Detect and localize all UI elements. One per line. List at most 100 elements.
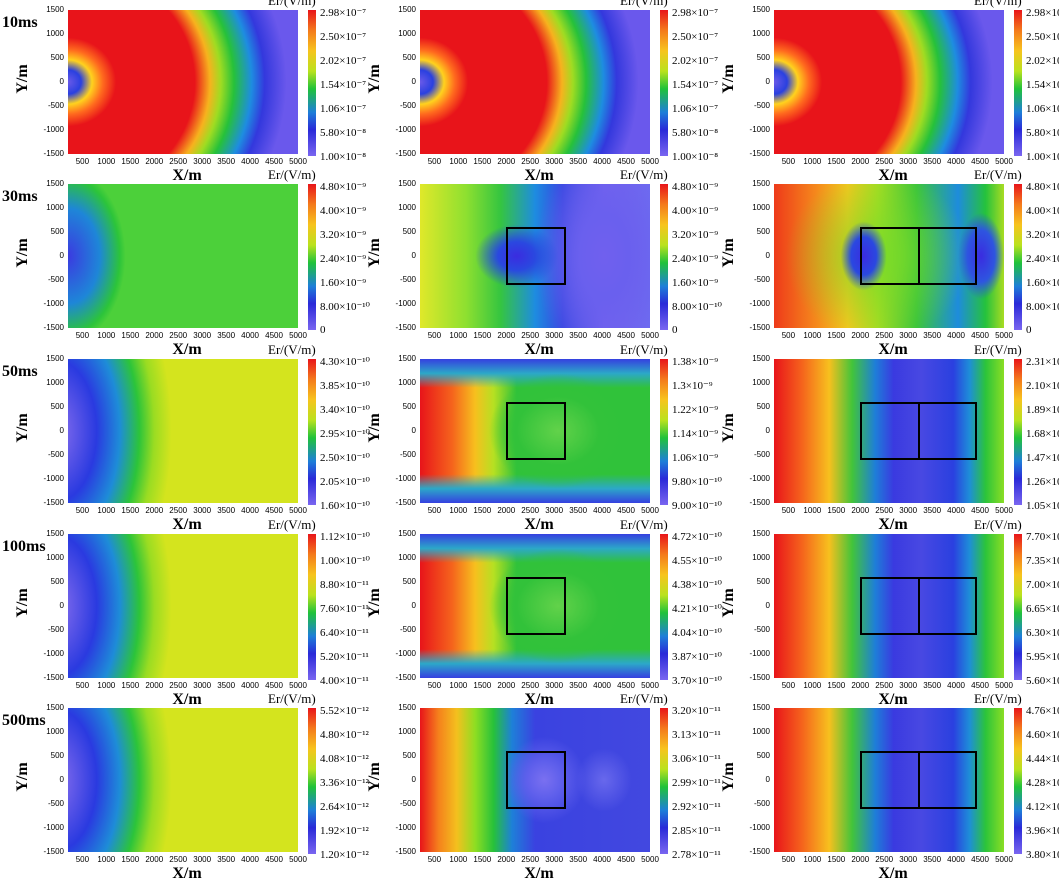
y-tick-label: 1000 xyxy=(752,29,770,38)
colorbar-tick-label: 3.20×10⁻⁹ xyxy=(1026,229,1059,241)
x-tick-label: 2000 xyxy=(497,331,516,340)
y-axis-label: Y/m xyxy=(14,238,31,268)
x-tick-label: 1000 xyxy=(803,855,822,864)
x-tick-label: 1500 xyxy=(827,506,846,515)
contour-panel: 1500 1000 500 0 -500 -1000 -1500 500 1000 1500 200… xyxy=(706,342,1059,533)
contour-map xyxy=(774,534,1004,678)
colorbar-tick-label: 4.44×10⁻¹¹ xyxy=(1026,753,1059,765)
y-tick-label: -1500 xyxy=(749,673,770,682)
x-tick-label: 4000 xyxy=(593,157,611,166)
contour-map xyxy=(774,10,1004,154)
anomaly-box xyxy=(917,402,978,460)
contour-panel: 1500 1000 500 0 -500 -1000 -1500 500 1000 1500 200… xyxy=(352,517,722,708)
y-tick-label: -1000 xyxy=(43,125,64,134)
y-tick-label: 1500 xyxy=(752,179,770,188)
colorbar-tick-label: 1.89×10⁻⁹ xyxy=(1026,404,1059,416)
colorbar-tick-label: 2.40×10⁻⁹ xyxy=(672,253,719,265)
colorbar-tick-label: 2.50×10⁻⁷ xyxy=(320,31,367,43)
x-tick-label: 1500 xyxy=(121,157,140,166)
x-tick-label: 4000 xyxy=(947,331,965,340)
x-tick-label: 4000 xyxy=(947,681,965,690)
colorbar-tick-label: 1.60×10⁻⁹ xyxy=(320,277,367,289)
colorbar-tick-label: 1.60×10⁻⁹ xyxy=(672,277,719,289)
y-tick-label: 0 xyxy=(59,601,64,610)
x-tick-label: 500 xyxy=(427,681,442,690)
anomaly-box xyxy=(860,402,920,460)
x-tick-label: 1500 xyxy=(473,157,492,166)
y-tick-label: 1500 xyxy=(398,179,416,188)
colorbar xyxy=(1014,708,1022,854)
y-tick-label: -500 xyxy=(753,799,770,808)
x-tick-label: 4500 xyxy=(265,331,283,340)
y-tick-label: -1500 xyxy=(749,323,770,332)
y-tick-label: -500 xyxy=(47,450,64,459)
x-tick-label: 1000 xyxy=(449,331,468,340)
y-tick-label: 1000 xyxy=(752,203,770,212)
x-tick-label: 2500 xyxy=(521,855,540,864)
y-tick-label: -500 xyxy=(47,625,64,634)
colorbar-tick-label: 5.20×10⁻¹¹ xyxy=(320,651,369,663)
x-tick-label: 3000 xyxy=(545,506,564,515)
colorbar-tick-label: 4.00×10⁻⁹ xyxy=(320,205,367,217)
x-tick-label: 2500 xyxy=(875,506,894,515)
x-tick-label: 3000 xyxy=(545,157,564,166)
y-tick-label: -1500 xyxy=(395,673,416,682)
x-tick-label: 5000 xyxy=(289,157,307,166)
colorbar-tick-label: 5.52×10⁻¹² xyxy=(320,705,369,717)
y-tick-label: 0 xyxy=(59,775,64,784)
contour-panel: 1500 1000 500 0 -500 -1000 -1500 500 1000 1500 200… xyxy=(352,342,722,533)
x-tick-label: 1500 xyxy=(473,681,492,690)
colorbar xyxy=(660,184,668,330)
x-tick-label: 4000 xyxy=(947,855,965,864)
x-tick-label: 5000 xyxy=(641,157,659,166)
x-tick-label: 4000 xyxy=(241,855,259,864)
colorbar-tick-label: 5.95×10⁻¹⁰ xyxy=(1026,651,1059,663)
colorbar-tick-label: 4.60×10⁻¹¹ xyxy=(1026,729,1059,741)
colorbar-title: Er/(V/m) xyxy=(268,691,316,706)
y-tick-label: 1000 xyxy=(46,29,64,38)
x-tick-label: 1500 xyxy=(473,855,492,864)
y-axis-label: Y/m xyxy=(366,238,383,268)
anomaly-box xyxy=(506,402,566,460)
x-tick-label: 3500 xyxy=(569,506,588,515)
colorbar-tick-label: 1.92×10⁻¹² xyxy=(320,825,369,837)
colorbar-tick-label: 7.60×10⁻¹¹ xyxy=(320,603,369,615)
x-tick-label: 4000 xyxy=(241,681,259,690)
x-tick-label: 4500 xyxy=(617,331,635,340)
contour-panel: 1500 1000 500 0 -500 -1000 -1500 500 1000 1500 200… xyxy=(0,0,366,184)
y-tick-label: 1000 xyxy=(752,727,770,736)
y-tick-label: 0 xyxy=(765,77,770,86)
colorbar xyxy=(308,184,316,330)
x-axis-label: X/m xyxy=(878,691,908,708)
x-tick-label: 500 xyxy=(427,506,442,515)
y-tick-label: -1500 xyxy=(395,847,416,856)
y-tick-label: -1000 xyxy=(749,649,770,658)
x-tick-label: 3000 xyxy=(899,331,918,340)
y-tick-label: -1000 xyxy=(749,823,770,832)
colorbar-tick-label: 4.72×10⁻¹⁰ xyxy=(672,531,722,543)
x-axis-label: X/m xyxy=(524,341,554,358)
colorbar-tick-label: 2.92×10⁻¹¹ xyxy=(672,801,721,813)
x-tick-label: 4500 xyxy=(265,506,283,515)
x-tick-label: 1500 xyxy=(121,506,140,515)
y-tick-label: 1500 xyxy=(398,703,416,712)
colorbar-tick-label: 1.47×10⁻⁹ xyxy=(1026,452,1059,464)
colorbar-tick-label: 1.14×10⁻⁹ xyxy=(672,428,719,440)
colorbar-tick-label: 4.80×10⁻⁹ xyxy=(320,181,367,193)
colorbar-tick-label: 8.00×10⁻¹⁰ xyxy=(1026,301,1059,313)
x-tick-label: 1500 xyxy=(827,331,846,340)
y-tick-label: -1500 xyxy=(749,847,770,856)
y-tick-label: 0 xyxy=(411,601,416,610)
colorbar-title: Er/(V/m) xyxy=(974,0,1022,8)
y-tick-label: 0 xyxy=(411,775,416,784)
x-tick-label: 4000 xyxy=(241,331,259,340)
colorbar xyxy=(660,534,668,680)
x-axis-label: X/m xyxy=(878,167,908,184)
x-tick-label: 500 xyxy=(75,855,90,864)
x-tick-label: 3500 xyxy=(217,157,236,166)
x-tick-label: 3500 xyxy=(217,506,236,515)
colorbar-tick-label: 2.02×10⁻⁷ xyxy=(672,55,719,67)
y-tick-label: -1500 xyxy=(43,498,64,507)
x-tick-label: 3500 xyxy=(217,855,236,864)
colorbar-tick-label: 3.36×10⁻¹² xyxy=(320,777,369,789)
